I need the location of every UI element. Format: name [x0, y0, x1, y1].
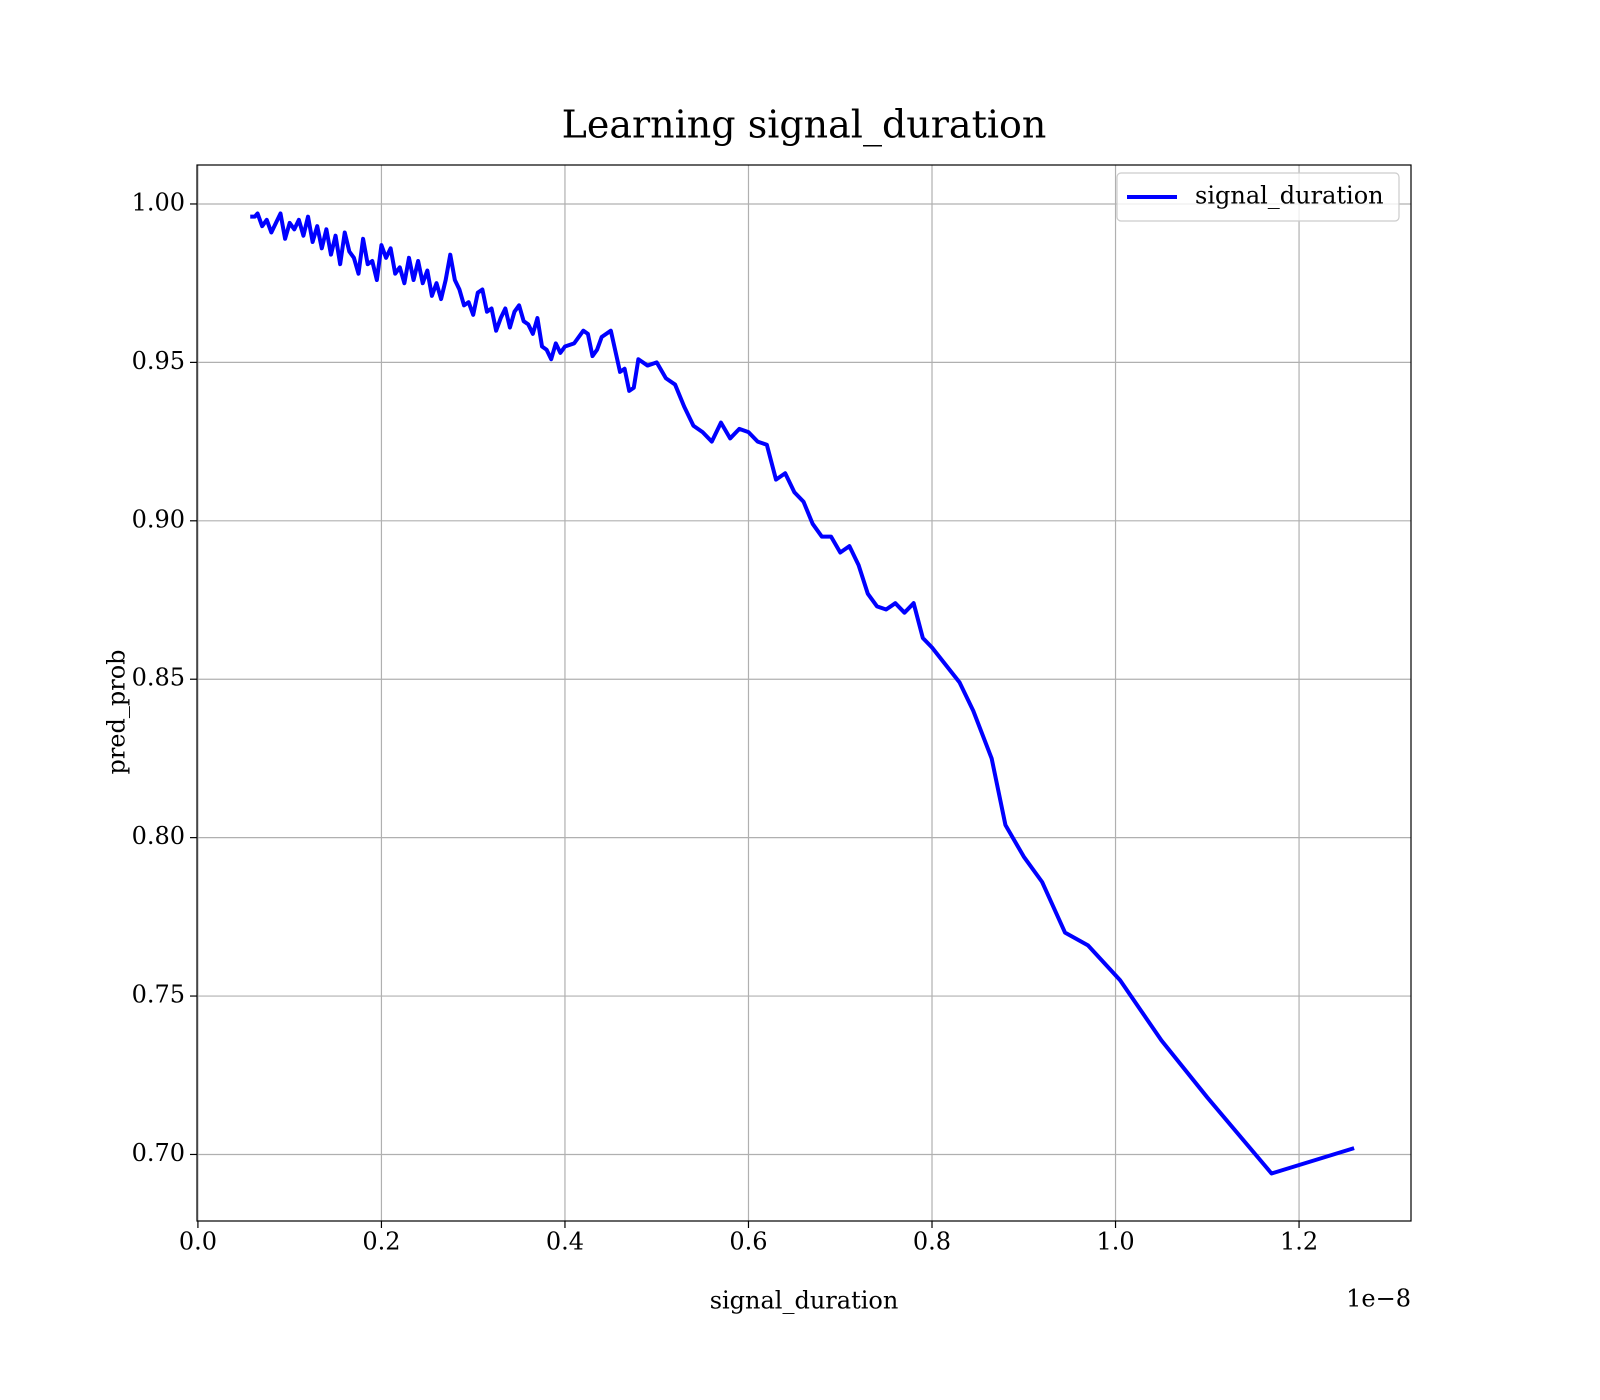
chart-title: Learning signal_duration: [562, 103, 1047, 148]
y-tick-label: 0.95: [132, 347, 185, 375]
y-tick-label: 0.85: [132, 664, 185, 692]
x-tick-label: 0.6: [729, 1228, 767, 1256]
plot-frame: [196, 164, 1412, 1222]
legend: signal_duration: [1116, 172, 1400, 222]
x-offset-label: 1e−8: [1346, 1285, 1411, 1313]
x-tick-label: 0.8: [913, 1228, 951, 1256]
x-axis-label: signal_duration: [710, 1287, 899, 1315]
x-tick-label: 0.2: [362, 1228, 400, 1256]
y-tick-label: 0.90: [132, 505, 185, 533]
x-tick-label: 1.2: [1280, 1228, 1318, 1256]
data-line: [250, 211, 1355, 1176]
x-tick-label: 0.0: [179, 1228, 217, 1256]
x-tick-label: 0.4: [546, 1228, 584, 1256]
legend-box: [1116, 172, 1400, 222]
y-tick-label: 0.80: [132, 822, 185, 850]
y-axis-label: pred_prob: [103, 649, 131, 774]
y-tick-label: 0.75: [132, 981, 185, 1009]
y-tick-label: 0.70: [132, 1139, 185, 1167]
legend-label: signal_duration: [1195, 182, 1384, 210]
x-tick-label: 1.0: [1096, 1228, 1134, 1256]
y-tick-label: 1.00: [132, 188, 185, 216]
